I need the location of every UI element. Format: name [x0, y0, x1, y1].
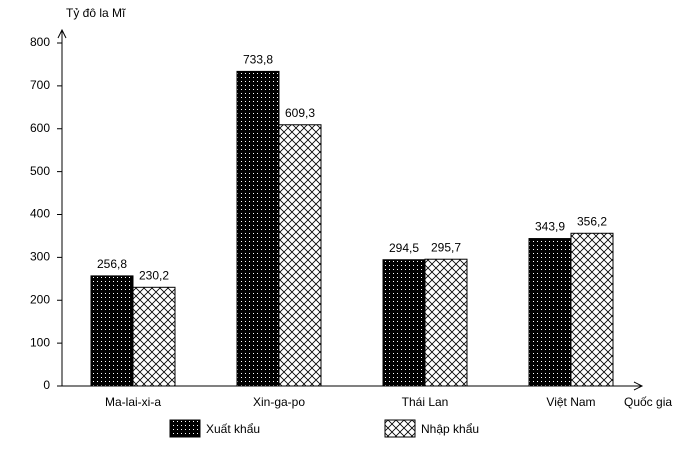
data-label: 256,8 — [97, 257, 127, 271]
bar — [132, 286, 176, 387]
x-axis-label: Quốc gia — [624, 395, 672, 409]
data-label: 356,2 — [577, 214, 607, 228]
legend-swatch — [384, 419, 416, 438]
bar — [570, 232, 614, 387]
legend-label: Nhập khẩu — [421, 422, 479, 436]
y-axis-arrow — [57, 28, 67, 39]
x-axis-arrow — [633, 381, 644, 391]
bar — [236, 70, 280, 387]
x-tick-label: Xin-ga-po — [253, 395, 305, 409]
data-label: 609,3 — [285, 106, 315, 120]
x-tick-label: Thái Lan — [402, 395, 449, 409]
y-tick-label: 600 — [30, 121, 50, 135]
y-tick-label: 700 — [30, 78, 50, 92]
x-tick-label: Việt Nam — [546, 395, 595, 409]
y-tick-label: 800 — [30, 35, 50, 49]
bar — [528, 238, 572, 387]
bar — [382, 259, 426, 387]
data-label: 295,7 — [431, 240, 461, 254]
legend-label: Xuất khẩu — [206, 422, 260, 436]
x-tick-label: Ma-lai-xi-a — [105, 395, 161, 409]
data-label: 230,2 — [139, 268, 169, 282]
y-tick-label: 500 — [30, 164, 50, 178]
data-label: 343,9 — [535, 220, 565, 234]
bar — [90, 275, 134, 387]
y-axis-label: Tỷ đô la Mĩ — [66, 6, 126, 20]
y-tick-label: 0 — [43, 378, 50, 392]
y-tick-label: 100 — [30, 335, 50, 349]
y-tick-label: 300 — [30, 250, 50, 264]
bar — [278, 124, 322, 387]
bar — [424, 258, 468, 387]
data-label: 733,8 — [243, 53, 273, 67]
legend-swatch — [169, 419, 201, 438]
y-tick-label: 400 — [30, 207, 50, 221]
data-label: 294,5 — [389, 241, 419, 255]
y-tick-label: 200 — [30, 292, 50, 306]
